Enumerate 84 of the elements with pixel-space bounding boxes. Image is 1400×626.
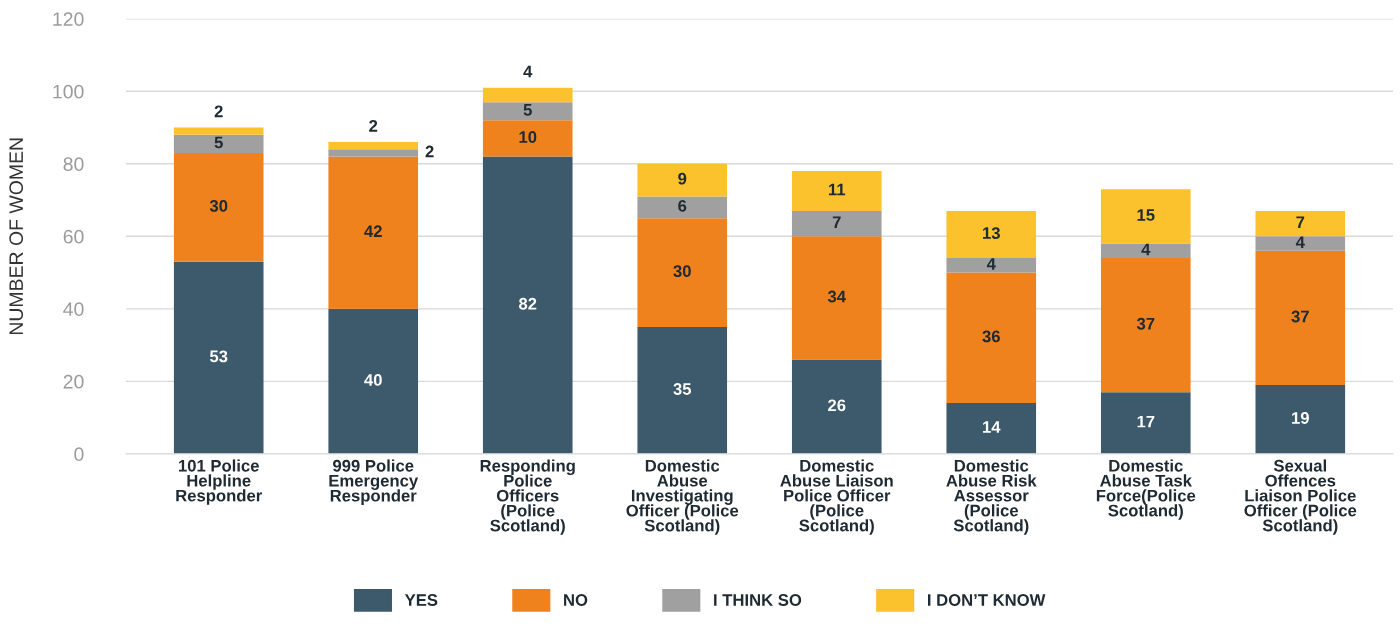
data-label: 2 <box>369 120 378 132</box>
bar <box>173 127 264 135</box>
data-label: 53 <box>209 350 228 363</box>
bar <box>328 308 419 454</box>
bar <box>173 134 264 153</box>
bar <box>946 272 1037 404</box>
bar <box>637 326 728 454</box>
data-label: 40 <box>364 374 382 386</box>
legend-label: YES <box>404 594 438 606</box>
data-label: 36 <box>982 330 1000 343</box>
data-label: 7 <box>1296 216 1305 228</box>
bar <box>946 403 1037 454</box>
bar <box>791 210 882 237</box>
y-tick-label: 40 <box>63 302 84 317</box>
bar <box>482 156 573 454</box>
x-tick-label: Domestic Abuse Investigating Officer (Police Scotland) <box>626 459 739 535</box>
bar <box>173 261 264 454</box>
data-label: 19 <box>1292 412 1309 424</box>
data-label: 35 <box>673 383 692 395</box>
data-label: 15 <box>1137 209 1155 221</box>
bar <box>1100 189 1191 244</box>
bar <box>791 171 882 211</box>
bar <box>1255 210 1346 237</box>
y-tick-label: 0 <box>74 447 84 462</box>
bar <box>1100 243 1191 259</box>
bar <box>791 359 882 454</box>
data-label: 4 <box>986 258 996 270</box>
bar <box>637 218 728 327</box>
data-label: 26 <box>828 399 846 412</box>
x-tick-label: Sexual Offences Liaison Police Officer (Police Scotland) <box>1244 459 1357 535</box>
data-label: 2 <box>214 105 223 118</box>
x-tick-label: Responding Police Officers (Police Scotland) <box>480 459 575 535</box>
bar <box>1255 250 1346 385</box>
bar <box>946 258 1037 273</box>
data-label: 42 <box>364 225 382 237</box>
data-label: 4 <box>523 65 533 78</box>
y-tick-label: 20 <box>63 374 84 389</box>
data-label: 2 <box>425 145 434 158</box>
bar <box>328 156 419 309</box>
legend-label: I THINK SO <box>714 594 802 606</box>
y-tick-label: 120 <box>53 12 84 27</box>
data-label: 82 <box>518 297 537 310</box>
bar <box>637 196 728 219</box>
data-label: 17 <box>1137 415 1155 428</box>
bar <box>173 152 264 262</box>
x-tick-label: 101 Police Helpline Responder <box>176 459 262 505</box>
data-label: 7 <box>832 216 841 228</box>
bar <box>1255 384 1346 454</box>
bar <box>482 102 573 121</box>
y-tick-label: 60 <box>63 229 84 244</box>
data-label: 5 <box>214 136 223 149</box>
legend-label: NO <box>564 594 588 606</box>
data-label: 34 <box>827 290 846 303</box>
data-label: 13 <box>983 227 1000 239</box>
data-label: 30 <box>673 265 691 278</box>
data-label: 4 <box>1295 236 1305 248</box>
bar <box>1255 236 1346 251</box>
legend-label: I DON’T KNOW <box>927 594 1046 606</box>
data-label: 37 <box>1291 310 1309 323</box>
data-label: 37 <box>1136 317 1155 330</box>
data-label: 30 <box>209 199 228 212</box>
x-tick-label: Domestic Abuse Risk Assessor (Police Scotland) <box>946 459 1037 535</box>
bar <box>328 149 419 157</box>
data-label: 4 <box>1141 243 1151 256</box>
y-tick-label: 100 <box>53 84 84 99</box>
bar <box>482 87 573 103</box>
x-tick-label: 999 Police Emergency Responder <box>329 459 419 505</box>
y-tick-label: 80 <box>63 157 84 172</box>
data-label: 10 <box>519 131 537 143</box>
bar <box>328 142 419 150</box>
x-tick-label: Domestic Abuse Task Force(Police Scotland) <box>1096 459 1196 520</box>
data-label: 14 <box>983 421 1001 433</box>
bar <box>1100 392 1191 454</box>
data-label: 9 <box>678 172 687 185</box>
data-label: 11 <box>829 183 846 196</box>
bar <box>482 120 573 157</box>
x-tick-label: Domestic Abuse Liaison Police Officer (Police Scotland) <box>780 459 893 535</box>
y-axis-title: NUMBER OF WOMEN <box>9 138 24 335</box>
data-label: 6 <box>678 199 687 212</box>
bar <box>946 210 1037 259</box>
bar <box>637 163 728 197</box>
bar <box>791 236 882 360</box>
bar <box>1100 258 1191 393</box>
data-label: 5 <box>523 104 532 116</box>
